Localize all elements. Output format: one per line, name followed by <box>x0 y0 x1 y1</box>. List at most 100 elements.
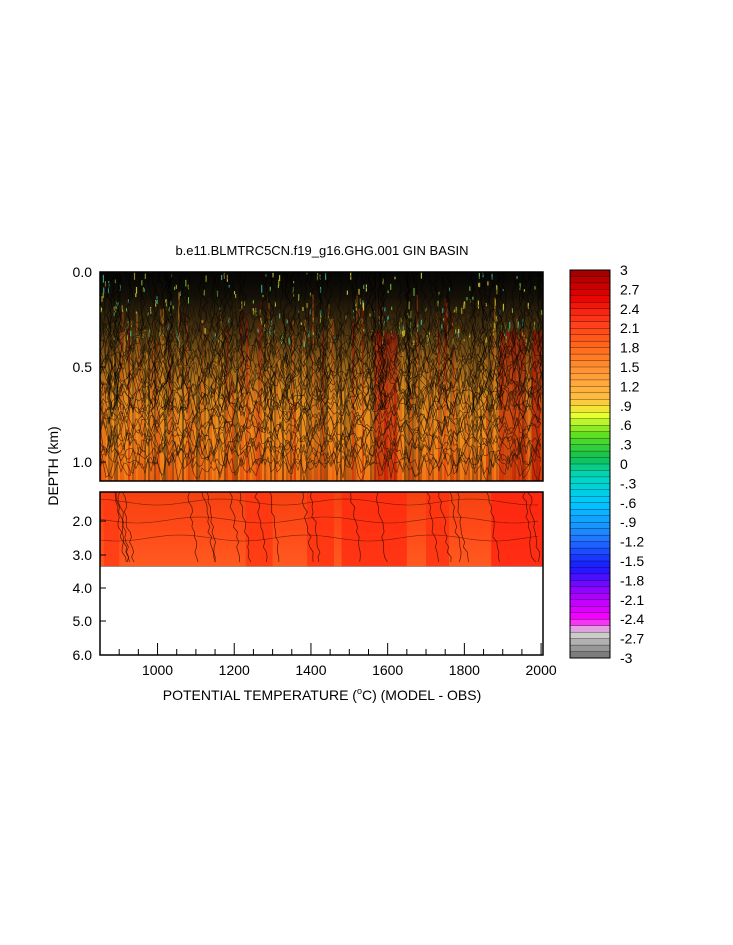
colorbar-box <box>569 489 611 497</box>
heatmap-streak <box>472 373 474 481</box>
contour-line <box>486 492 500 563</box>
contour-line <box>442 272 449 411</box>
colorbar-box <box>569 405 611 413</box>
heatmap-streak <box>470 385 472 481</box>
heatmap-streak <box>224 335 226 481</box>
heatmap-speckle <box>288 337 290 345</box>
heatmap-streak <box>190 351 192 481</box>
heatmap-speckle <box>345 315 347 320</box>
contour-line <box>238 272 246 411</box>
heatmap-streak <box>538 403 540 481</box>
colorbar-label: .9 <box>620 398 632 414</box>
contour-line <box>197 272 204 411</box>
heatmap-streak <box>300 324 302 481</box>
heatmap-speckle <box>387 290 389 294</box>
heatmap-speckle <box>496 284 498 290</box>
heatmap-speckle <box>420 319 422 326</box>
heatmap-speckle <box>320 316 322 324</box>
contour-line <box>395 272 403 411</box>
colorbar-label: -2.7 <box>620 631 644 647</box>
colorbar-box <box>569 360 611 368</box>
contour-line <box>362 272 370 411</box>
contour-line <box>310 492 321 563</box>
heatmap-speckle <box>144 273 146 279</box>
heatmap-speckle <box>312 332 314 336</box>
colorbar-box <box>569 295 611 303</box>
heatmap-streak <box>196 395 198 481</box>
heatmap-speckle <box>478 282 480 287</box>
heatmap-streak <box>286 334 288 481</box>
contour-line <box>377 272 384 411</box>
heatmap-streak <box>492 321 494 481</box>
heatmap-streak <box>158 411 160 481</box>
contour-line <box>100 302 542 333</box>
heatmap-speckle <box>509 321 511 328</box>
heatmap-streak <box>352 323 354 481</box>
contour-line <box>261 272 269 411</box>
heatmap-speckle <box>312 318 314 323</box>
heatmap-speckle <box>187 297 189 304</box>
heatmap-streak <box>410 393 412 481</box>
heatmap-speckle <box>103 287 105 294</box>
colorbar-box <box>569 554 611 562</box>
heatmap-speckle <box>159 332 161 338</box>
heatmap-streak <box>176 399 178 481</box>
y-axis-label: DEPTH (km) <box>45 426 61 505</box>
upper-panel-frame <box>99 271 544 482</box>
contour-line <box>405 272 413 411</box>
contour-line <box>111 272 118 411</box>
heatmap-band <box>491 492 543 567</box>
heatmap-speckle <box>102 274 104 283</box>
colorbar-box <box>569 483 611 491</box>
lower-panel-frame <box>99 491 544 656</box>
contour-line <box>518 272 525 411</box>
contour-line <box>536 272 543 411</box>
heatmap-speckle <box>502 303 504 312</box>
contour-line <box>117 272 124 411</box>
heatmap-streak <box>276 340 278 481</box>
contour-line <box>162 272 169 411</box>
heatmap-speckle <box>442 307 444 314</box>
heatmap-speckle <box>527 302 529 309</box>
heatmap-speckle <box>309 292 312 297</box>
contour-line <box>201 272 209 411</box>
heatmap-streak <box>514 305 516 481</box>
heatmap-streak <box>374 369 376 481</box>
heatmap-streak <box>418 367 420 481</box>
colorbar-label: -.6 <box>620 495 637 511</box>
heatmap-streak <box>372 312 374 481</box>
contour-line <box>449 492 462 563</box>
colorbar-box <box>569 412 611 420</box>
contour-line <box>167 272 174 411</box>
heatmap-streak <box>358 308 360 481</box>
heatmap-speckle <box>306 303 308 308</box>
heatmap-speckle <box>358 288 360 295</box>
heatmap-streak <box>282 393 284 481</box>
colorbar-label: 2.4 <box>620 301 640 317</box>
contour-line <box>290 272 297 411</box>
contour-line <box>351 272 358 411</box>
heatmap-speckle <box>218 307 221 310</box>
heatmap-streak <box>144 368 146 481</box>
contour-line <box>301 492 314 563</box>
contour-line <box>219 272 227 411</box>
colorbar-box <box>569 269 611 277</box>
contour-line <box>376 492 388 563</box>
colorbar-label: 1.2 <box>620 378 640 394</box>
contour-line <box>364 272 371 411</box>
contour-line <box>315 272 323 411</box>
heatmap-speckle <box>221 339 224 343</box>
heatmap-speckle <box>279 275 281 282</box>
colorbar-box <box>569 315 611 323</box>
colorbar-label: -1.2 <box>620 534 644 550</box>
heatmap-speckle <box>391 306 393 310</box>
heatmap-speckle <box>519 283 521 291</box>
colorbar-box <box>569 450 611 458</box>
contour-line <box>176 272 183 411</box>
contour-line <box>481 272 489 411</box>
heatmap-streak <box>112 348 114 481</box>
heatmap-speckle <box>292 286 294 293</box>
heatmap-speckle <box>325 272 327 280</box>
colorbar-box <box>569 289 611 297</box>
heatmap-speckle <box>241 301 243 310</box>
